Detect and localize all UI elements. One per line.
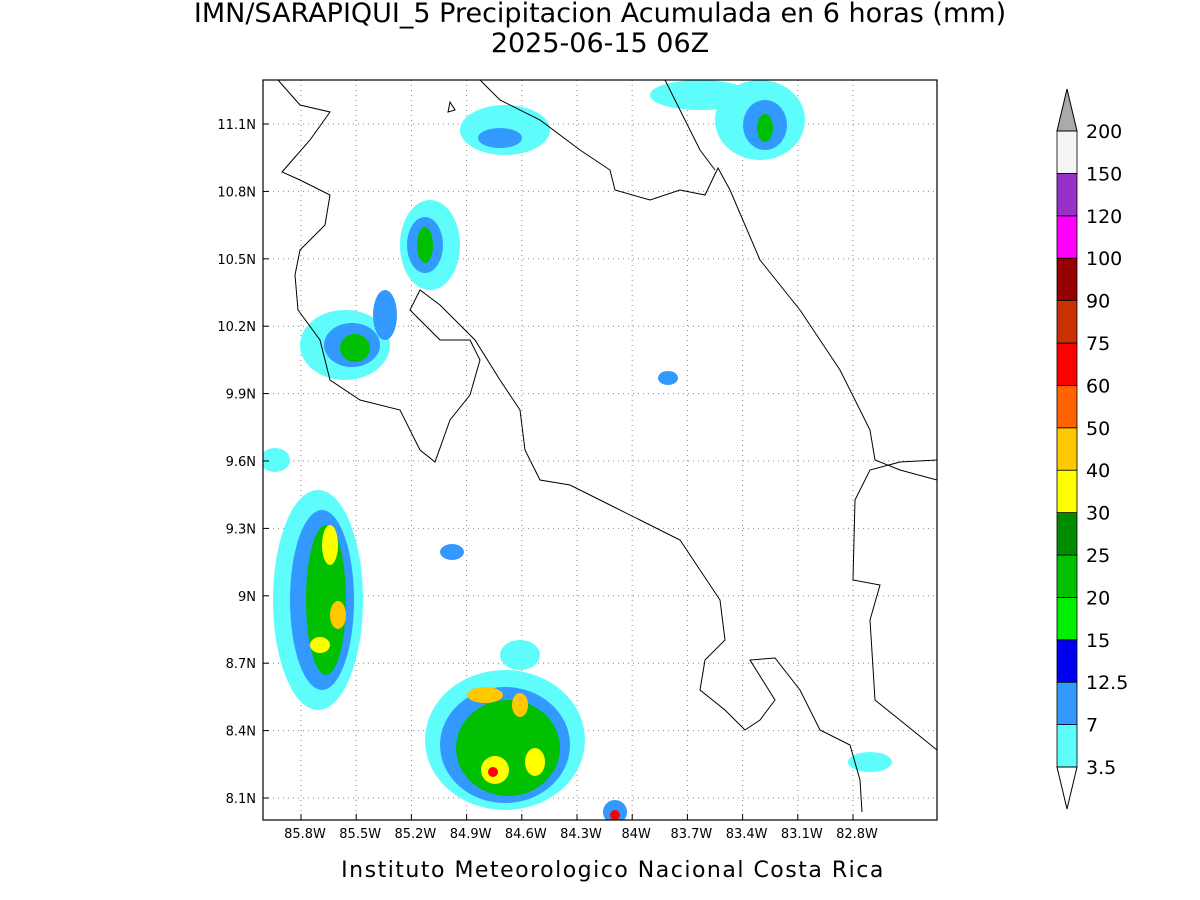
precipitation-field bbox=[263, 80, 892, 820]
colorbar-segment bbox=[1056, 469, 1078, 514]
colorbar-label: 25 bbox=[1086, 545, 1110, 567]
colorbar-segment bbox=[1056, 427, 1078, 471]
colorbar-segment bbox=[1056, 257, 1078, 302]
colorbar-segment bbox=[1056, 512, 1078, 556]
colorbar-segment bbox=[1056, 597, 1078, 641]
colorbar-label: 100 bbox=[1086, 248, 1122, 270]
colorbar-label: 90 bbox=[1086, 291, 1110, 313]
lon-tick-label: 84.9W bbox=[450, 827, 492, 842]
colorbar-above bbox=[1056, 88, 1078, 132]
lat-tick-label: 10.5N bbox=[217, 253, 256, 268]
colorbar-label: 150 bbox=[1086, 163, 1122, 185]
colorbar: 3.5 7 12.5 15 20 25 30 40 50 60 75 90 100 120 150 200 bbox=[1056, 88, 1128, 810]
lon-tick-label: 83.1W bbox=[781, 827, 823, 842]
colorbar-segment bbox=[1056, 342, 1078, 386]
colorbar-label: 15 bbox=[1086, 630, 1110, 652]
lon-tick-label: 82.8W bbox=[836, 827, 878, 842]
colorbar-label: 50 bbox=[1086, 418, 1110, 440]
lat-tick-label: 9.6N bbox=[226, 455, 256, 470]
colorbar-label: 7 bbox=[1086, 715, 1098, 737]
lat-tick-label: 9.9N bbox=[226, 388, 256, 403]
colorbar-segment bbox=[1056, 384, 1078, 429]
lat-tick-label: 10.8N bbox=[217, 185, 256, 200]
lat-tick-label: 10.2N bbox=[217, 320, 256, 335]
colorbar-label: 20 bbox=[1086, 587, 1110, 609]
footer: Instituto Meteorologico Nacional Costa R… bbox=[341, 858, 885, 883]
colorbar-label: 12.5 bbox=[1086, 672, 1128, 694]
colorbar-label: 75 bbox=[1086, 333, 1110, 355]
colorbar-segment bbox=[1056, 300, 1078, 344]
colorbar-segment bbox=[1056, 724, 1078, 768]
lon-tick-label: 84.6W bbox=[505, 827, 547, 842]
colorbar-segment bbox=[1056, 639, 1078, 683]
colorbar-segment bbox=[1056, 130, 1078, 174]
colorbar-segment bbox=[1056, 554, 1078, 598]
lat-tick-label: 8.7N bbox=[226, 657, 256, 672]
colorbar-label: 120 bbox=[1086, 206, 1122, 228]
colorbar-label: 40 bbox=[1086, 460, 1110, 482]
colorbar-label: 200 bbox=[1086, 121, 1122, 143]
colorbar-segment bbox=[1056, 172, 1078, 217]
map-title: IMN/SARAPIQUI_5 Precipitacion Acumulada … bbox=[194, 0, 1006, 29]
lon-tick-label: 84.3W bbox=[560, 827, 602, 842]
grid bbox=[263, 80, 937, 820]
colorbar-segment bbox=[1056, 215, 1078, 259]
axes: 85.8W 85.5W 85.2W 84.9W 84.6W 84.3W 84W 83.7W 83… bbox=[217, 118, 878, 842]
lat-tick-label: 8.1N bbox=[226, 792, 256, 807]
map-subtitle: 2025-06-15 06Z bbox=[491, 28, 709, 59]
colorbar-label: 3.5 bbox=[1086, 757, 1116, 779]
lat-tick-label: 8.4N bbox=[226, 725, 256, 740]
lat-tick-label: 9.3N bbox=[226, 522, 256, 537]
lon-tick-label: 83.7W bbox=[670, 827, 712, 842]
lat-tick-label: 11.1N bbox=[217, 118, 256, 133]
lon-tick-label: 83.4W bbox=[726, 827, 768, 842]
lon-tick-label: 85.2W bbox=[394, 827, 436, 842]
lon-tick-label: 84W bbox=[621, 827, 651, 842]
colorbar-label: 60 bbox=[1086, 375, 1110, 397]
lon-tick-label: 85.5W bbox=[339, 827, 381, 842]
plot-area bbox=[263, 80, 937, 820]
lon-tick-label: 85.8W bbox=[284, 827, 326, 842]
colorbar-below bbox=[1056, 766, 1078, 810]
lat-tick-label: 9N bbox=[238, 590, 256, 605]
coastline bbox=[277, 80, 937, 813]
map-frame bbox=[262, 79, 938, 821]
colorbar-segment bbox=[1056, 681, 1078, 726]
colorbar-label: 30 bbox=[1086, 503, 1110, 525]
